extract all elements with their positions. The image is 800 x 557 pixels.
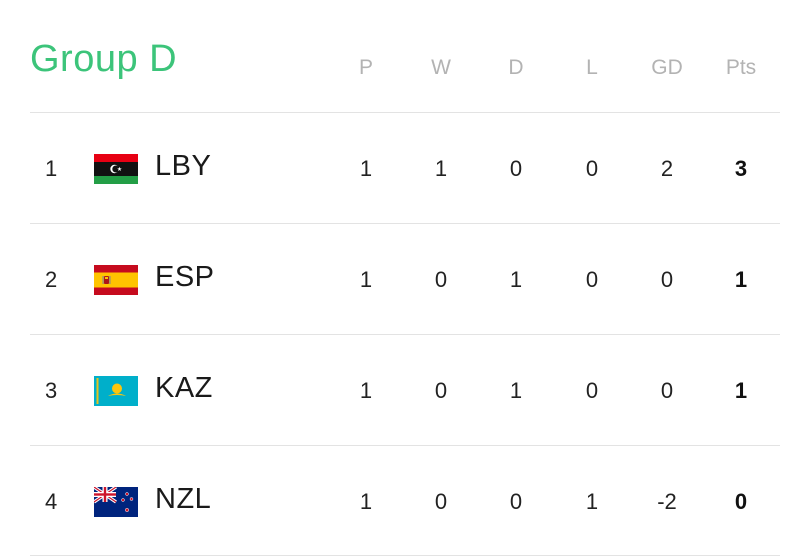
stat-drawn: 0 [509,489,523,514]
group-title: Group D [30,38,178,80]
stat-drawn: 0 [509,156,523,181]
column-header-won: W [431,56,451,79]
team-name: NZL [155,483,212,515]
rank-cell: 2 [45,267,58,292]
stat-goal-difference: 0 [660,267,674,292]
stat-drawn: 1 [509,378,523,403]
rank-cell: 1 [45,156,58,181]
stat-won: 0 [434,489,448,514]
stat-points: 0 [734,489,748,514]
stat-points: 3 [734,156,748,181]
libya-flag-icon [94,154,138,184]
stat-won: 0 [434,267,448,292]
kazakhstan-flag-icon [94,376,138,406]
column-header-points: Pts [725,56,757,79]
column-header-played: P [358,56,373,79]
divider [30,112,780,113]
stat-won: 0 [434,378,448,403]
stat-points: 1 [734,378,748,403]
divider [30,223,780,224]
table-row: 2 ESP 1 0 1 0 0 1 [0,224,800,335]
spain-flag-icon [94,265,138,295]
stat-drawn: 1 [509,267,523,292]
stat-played: 1 [359,156,373,181]
team-name: KAZ [155,372,213,404]
divider [30,445,780,446]
column-header-lost: L [586,56,598,79]
table-row: 3 KAZ 1 0 1 0 0 1 [0,335,800,446]
divider [30,555,780,556]
stat-lost: 0 [585,267,599,292]
rank-cell: 3 [45,378,58,403]
table-row: 4 NZL 1 0 0 1 -2 0 [0,446,800,557]
stat-goal-difference: 2 [660,156,674,181]
rank-cell: 4 [45,489,58,514]
stat-points: 1 [734,267,748,292]
column-header-goal-difference: GD [651,56,683,79]
stat-lost: 1 [585,489,599,514]
new-zealand-flag-icon [94,487,138,517]
stat-played: 1 [359,489,373,514]
table-row: 1 LBY 1 1 0 0 2 3 [0,113,800,224]
stat-played: 1 [359,378,373,403]
column-header-drawn: D [508,56,524,79]
divider [30,334,780,335]
stat-played: 1 [359,267,373,292]
team-name: ESP [155,261,215,293]
stat-goal-difference: -2 [657,489,677,514]
stat-lost: 0 [585,378,599,403]
team-name: LBY [155,150,212,182]
stat-goal-difference: 0 [660,378,674,403]
stat-won: 1 [434,156,448,181]
table-header: Group D P W D L GD Pts [0,0,800,112]
stat-lost: 0 [585,156,599,181]
